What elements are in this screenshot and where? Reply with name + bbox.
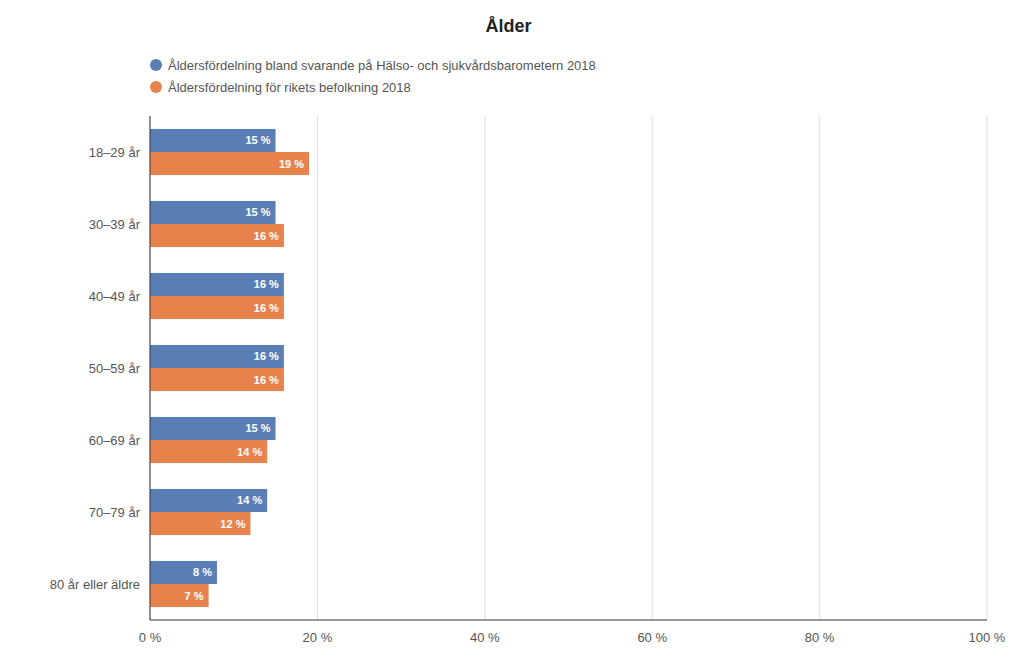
- grid-line: [987, 116, 988, 620]
- x-tick-label: 60 %: [637, 630, 667, 645]
- bar: [150, 584, 209, 607]
- grid-line: [819, 116, 820, 620]
- data-label: 14 %: [237, 446, 262, 458]
- data-label: 7 %: [185, 590, 204, 602]
- legend-marker: [150, 59, 162, 71]
- data-label: 14 %: [237, 494, 262, 506]
- grid-line: [652, 116, 653, 620]
- x-tick-label: 40 %: [470, 630, 500, 645]
- bar: [150, 440, 267, 463]
- grid-line: [150, 116, 151, 620]
- grid-line: [484, 116, 485, 620]
- data-label: 15 %: [245, 206, 270, 218]
- bar: [150, 152, 309, 175]
- y-tick-label: 60–69 år: [89, 433, 141, 448]
- bar: [150, 345, 284, 368]
- x-tick-label: 20 %: [303, 630, 333, 645]
- bar: [150, 368, 284, 391]
- legend-marker: [150, 81, 162, 93]
- y-tick-label: 70–79 år: [89, 505, 141, 520]
- grid: [150, 116, 987, 620]
- y-tick-label: 18–29 år: [89, 145, 141, 160]
- bar: [150, 201, 276, 224]
- data-label: 16 %: [254, 230, 279, 242]
- y-tick-label: 80 år eller äldre: [50, 577, 140, 592]
- data-label: 15 %: [245, 134, 270, 146]
- chart: Ålder 0 % 20 % 40 % 60 % 80 % 100 % 15 % 15 % 16 …: [0, 0, 1017, 665]
- y-axis-line: [150, 116, 151, 620]
- data-label: 16 %: [254, 350, 279, 362]
- x-tick-label: 80 %: [805, 630, 835, 645]
- bar: [150, 224, 284, 247]
- bar: [150, 512, 250, 535]
- data-label: 16 %: [254, 278, 279, 290]
- x-tick-label: 0 %: [139, 630, 162, 645]
- legend-label: Åldersfördelning för rikets befolkning 2…: [168, 80, 411, 95]
- bar: [150, 273, 284, 296]
- data-label: 16 %: [254, 302, 279, 314]
- grid-line: [317, 116, 318, 620]
- legend-label: Åldersfördelning bland svarande på Hälso…: [168, 58, 596, 73]
- data-label: 19 %: [279, 158, 304, 170]
- data-label: 12 %: [220, 518, 245, 530]
- y-tick-label: 40–49 år: [89, 289, 141, 304]
- bar: [150, 417, 276, 440]
- bars: [150, 129, 309, 607]
- data-label: 15 %: [245, 422, 270, 434]
- bar: [150, 561, 217, 584]
- bar: [150, 296, 284, 319]
- y-tick-label: 30–39 år: [89, 217, 141, 232]
- data-label: 16 %: [254, 374, 279, 386]
- title: Ålder: [485, 16, 531, 36]
- bar: [150, 489, 267, 512]
- x-axis-line: [150, 620, 987, 621]
- data-labels: 15 % 15 % 16 % 16 % 15 % 14 % 8 % 19 % 16 % 16 % 1…: [185, 134, 305, 601]
- bar: [150, 129, 276, 152]
- legend: Åldersfördelning bland svarande på Hälso…: [150, 58, 596, 95]
- x-tick-label: 100 %: [969, 630, 1006, 645]
- y-tick-label: 50–59 år: [89, 361, 141, 376]
- data-label: 8 %: [193, 566, 212, 578]
